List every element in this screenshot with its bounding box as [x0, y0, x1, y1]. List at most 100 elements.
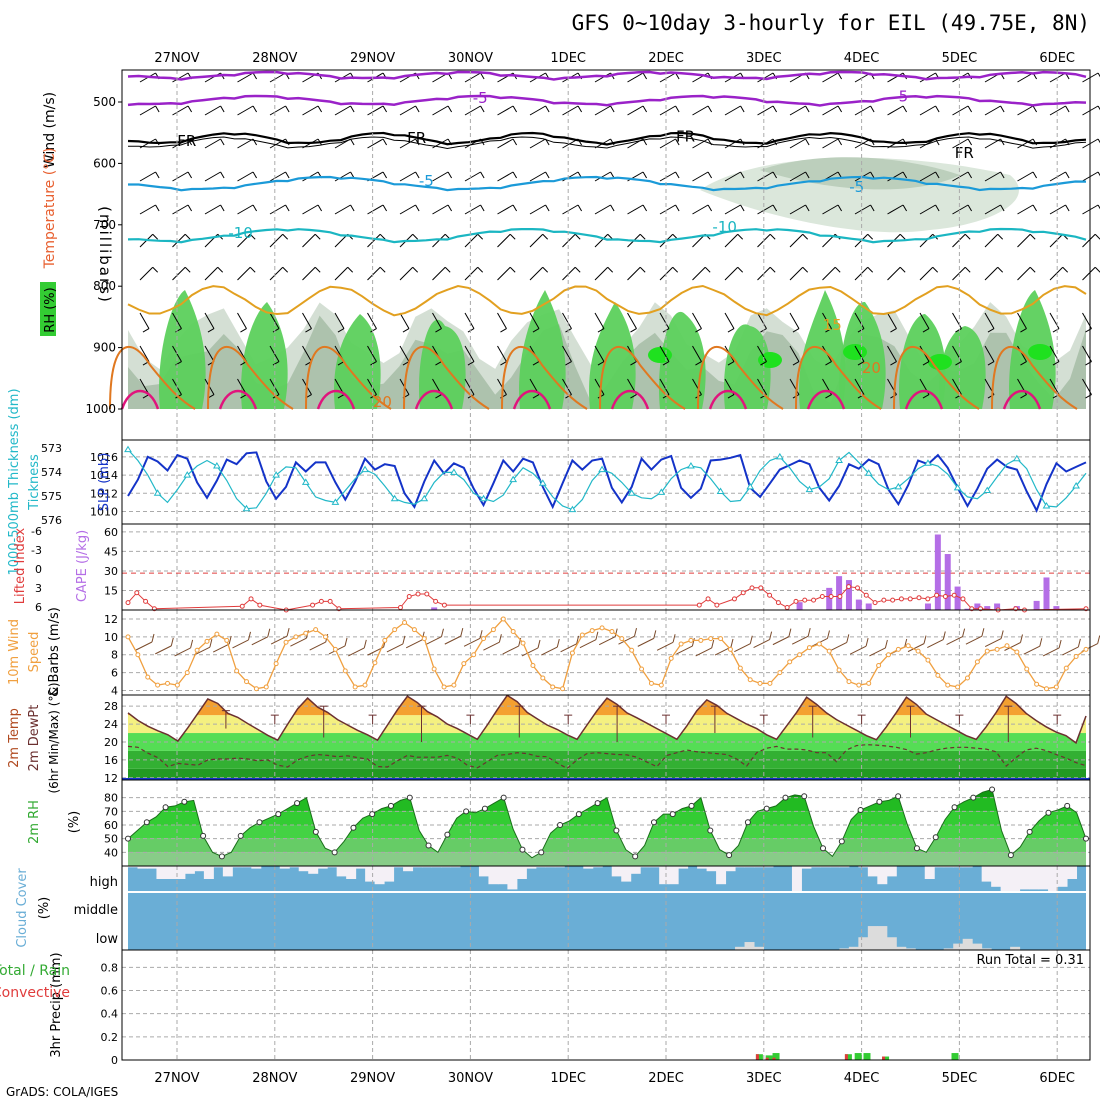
wind-barb-10m-flag	[498, 634, 502, 643]
high-cloud-gap	[412, 866, 423, 868]
low-cloud-bar	[877, 926, 888, 950]
contour-25-magenta	[904, 389, 944, 410]
wind-barb	[529, 312, 540, 329]
thickness-marker	[538, 479, 547, 486]
wind-barb-flag	[1032, 105, 1038, 113]
wind-tick-label: 8	[111, 649, 118, 662]
high-cloud-gap	[630, 866, 641, 874]
high-cloud-gap	[403, 866, 414, 872]
wind-barb	[789, 138, 806, 149]
temp-tick-label: 20	[104, 736, 118, 749]
wind-barb-10m	[251, 636, 269, 646]
wind10m-panel: 4 6 8 10 12	[104, 609, 1100, 698]
high-cloud-gap	[991, 866, 1002, 887]
wind-speed-marker	[866, 680, 872, 686]
wind-barb	[334, 266, 349, 281]
low-cloud-bar	[744, 942, 755, 950]
wind-barb	[757, 345, 767, 362]
wind-barb	[367, 378, 377, 395]
wind-barb-flag	[447, 105, 453, 113]
li-tick-label: 0	[35, 563, 42, 576]
wind-barb-flag	[317, 105, 323, 113]
wind-barb-flag	[480, 72, 485, 80]
wind-barb-flag	[922, 394, 930, 399]
wind-speed-marker	[757, 680, 763, 686]
wind-speed-marker	[1014, 649, 1020, 655]
wind-barb	[919, 233, 934, 248]
high-cloud-gap	[962, 866, 973, 868]
wind-speed-marker	[895, 646, 901, 652]
bottom-date-label: 29NOV	[350, 1071, 395, 1086]
wind-speed-marker	[1024, 666, 1030, 672]
wind-barb	[724, 171, 741, 182]
wind-speed-marker	[797, 652, 803, 658]
wind-speed-marker	[826, 648, 832, 654]
wind-barb	[302, 312, 312, 329]
wind-barb	[204, 171, 221, 182]
wind-barb-flag	[607, 233, 614, 240]
wind-speed-marker	[648, 680, 654, 686]
wind-barb-10m	[232, 639, 249, 649]
wind-barb-flag	[792, 328, 800, 333]
wind-barb-flag	[512, 204, 518, 212]
wind-speed-marker	[560, 686, 566, 692]
li-marker	[740, 590, 746, 596]
li-marker	[397, 605, 403, 611]
wind-barb	[952, 105, 969, 116]
rh-marker	[876, 798, 883, 805]
wind-barb-flag	[509, 233, 516, 240]
wind-barb-10m-flag	[1020, 634, 1023, 643]
wind10m-axis-label-c: & Barbs (m/s)	[47, 607, 62, 697]
wind-speed-marker	[263, 684, 269, 690]
wind-barb-10m	[618, 635, 635, 645]
wind-barb-flag	[379, 233, 386, 240]
wind-speed-marker	[708, 636, 714, 642]
wind-speed-marker	[1083, 646, 1089, 652]
thickness-marker	[301, 478, 310, 485]
high-cloud-gap	[678, 866, 689, 869]
wind-barb-flag	[415, 171, 420, 179]
wind-barb-flag	[1094, 266, 1100, 273]
cape-bar	[1053, 606, 1060, 610]
wind-barb-10m	[927, 639, 944, 648]
wind-barb-flag	[480, 105, 485, 113]
wind-barb-10m-flag	[1000, 630, 1004, 639]
precip-conv-bar	[844, 1054, 848, 1060]
wind-speed-marker	[737, 665, 743, 671]
high-cloud-gap	[488, 866, 499, 885]
thickness-tick-label: 576	[41, 514, 62, 527]
cloud-level-label: middle	[74, 903, 118, 918]
li-marker	[881, 597, 887, 603]
wind-barb	[1049, 233, 1064, 248]
wind-barb-flag	[444, 266, 451, 273]
rh-marker	[1083, 835, 1089, 842]
low-cloud-bar	[867, 926, 878, 950]
wind-barb-10m-flag	[807, 628, 811, 637]
wind-barb-10m	[1023, 645, 1041, 655]
wind-speed-marker	[639, 666, 645, 672]
wind-barb	[399, 105, 416, 116]
wind-barb-10m	[270, 635, 288, 645]
wind-barb	[529, 266, 544, 281]
wind-barb-flag	[317, 204, 323, 212]
wind-speed-marker	[471, 652, 477, 658]
top-date-label: 1DEC	[550, 51, 586, 66]
upper-air-panel: -5 -5 FR FR FR FR -5 -5 -10 -10 15 20 20 500 600 700 800…	[85, 69, 1100, 441]
cape-tick-label: 15	[104, 584, 118, 597]
wind-speed-marker	[678, 641, 684, 647]
wind-barb-flag	[867, 233, 874, 240]
temp-tick-label: 16	[104, 754, 118, 767]
high-cloud-gap	[203, 866, 214, 879]
wind-speed-marker	[718, 636, 724, 642]
ytick-label: 800	[93, 279, 116, 293]
wind-barb	[464, 378, 475, 395]
bottom-date-axis: 27NOV 28NOV 29NOV 30NOV 1DEC 2DEC 3DEC 4DEC 5DEC…	[154, 1071, 1075, 1086]
rh-core-saturated	[758, 352, 782, 368]
wind-barb	[854, 312, 865, 329]
wind-barb-10m-flag	[923, 635, 927, 644]
rh-marker	[143, 819, 150, 826]
wind-barb-flag	[662, 361, 670, 366]
wind-speed-marker	[372, 660, 378, 666]
wind-barb-flag	[805, 204, 810, 212]
contour-25-magenta	[414, 389, 454, 410]
